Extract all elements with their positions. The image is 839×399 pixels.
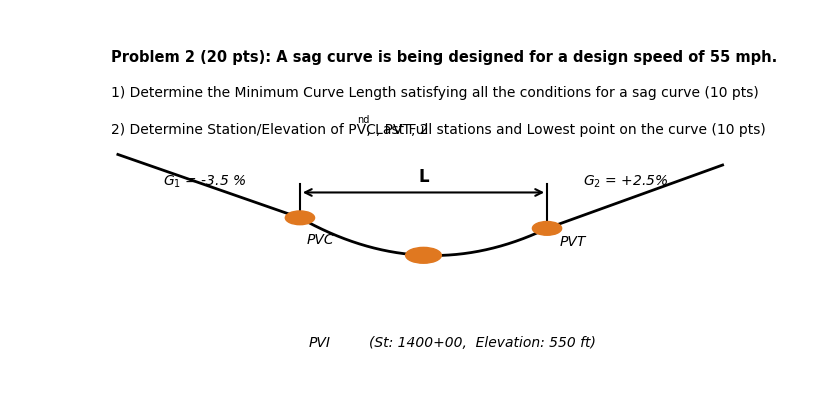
- Text: (St: 1400+00,  Elevation: 550 ft): (St: 1400+00, Elevation: 550 ft): [368, 336, 596, 350]
- Text: PVC: PVC: [306, 233, 334, 247]
- Text: PVI: PVI: [309, 336, 331, 350]
- Ellipse shape: [405, 247, 441, 263]
- Text: $G_2$ = +2.5%: $G_2$ = +2.5%: [583, 174, 668, 190]
- Text: $G_1$ = -3.5 %: $G_1$ = -3.5 %: [164, 174, 247, 190]
- Text: 1) Determine the Minimum Curve Length satisfying all the conditions for a sag cu: 1) Determine the Minimum Curve Length sa…: [112, 86, 759, 100]
- Text: , Last Full stations and Lowest point on the curve (10 pts): , Last Full stations and Lowest point on…: [362, 123, 765, 137]
- Text: PVT: PVT: [560, 235, 586, 249]
- Text: L: L: [418, 168, 429, 186]
- Text: nd: nd: [357, 115, 369, 125]
- Text: 2) Determine Station/Elevation of PVC, PVT, 2: 2) Determine Station/Elevation of PVC, P…: [112, 123, 429, 137]
- Text: Problem 2 (20 pts): A sag curve is being designed for a design speed of 55 mph.: Problem 2 (20 pts): A sag curve is being…: [112, 50, 778, 65]
- Ellipse shape: [533, 221, 561, 235]
- Ellipse shape: [285, 211, 315, 225]
